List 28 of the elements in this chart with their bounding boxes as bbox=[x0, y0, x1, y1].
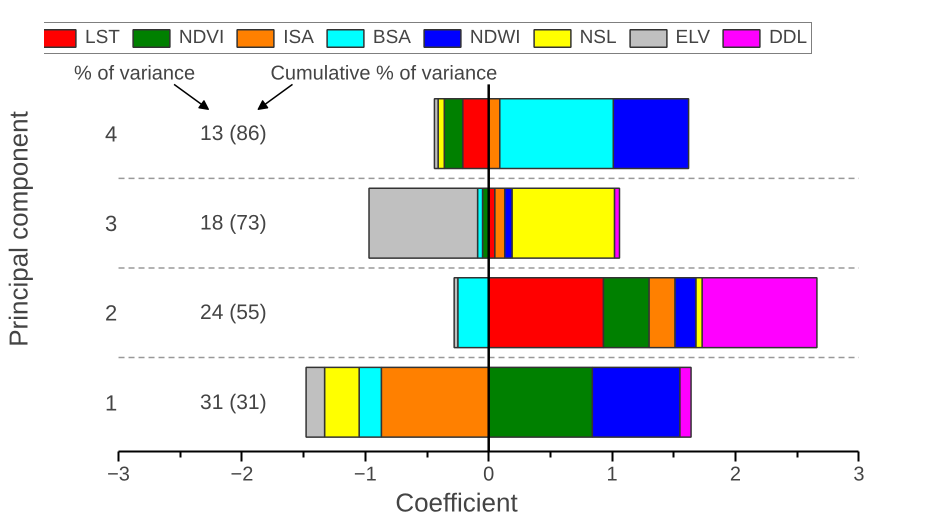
x-tick-label: 2 bbox=[730, 464, 742, 486]
y-tick-label: 2 bbox=[105, 300, 118, 326]
x-tick-label: 0 bbox=[483, 464, 494, 486]
annotation: 24 (55) bbox=[200, 301, 267, 324]
x-tick-label: 1 bbox=[606, 464, 618, 486]
x-tick-label: 3 bbox=[853, 464, 864, 486]
annotation: % of variance bbox=[74, 62, 196, 85]
legend-label: NSL bbox=[580, 27, 617, 49]
legend-label: NDWI bbox=[470, 27, 521, 49]
x-tick-label: −1 bbox=[354, 464, 377, 486]
annotation: Cumulative % of variance bbox=[270, 62, 498, 85]
legend-label: ELV bbox=[676, 27, 710, 49]
x-tick-label: −3 bbox=[107, 464, 130, 486]
legend-label: LST bbox=[85, 27, 120, 49]
bar bbox=[457, 277, 490, 348]
legend-label: ISA bbox=[283, 27, 314, 49]
legend-label: NDVI bbox=[178, 27, 224, 49]
annotation: 31 (31) bbox=[200, 390, 267, 414]
annotation: 13 (86) bbox=[200, 122, 267, 146]
legend-label: BSA bbox=[372, 27, 411, 49]
y-tick-label: 3 bbox=[105, 211, 118, 236]
x-axis-title: Coefficient bbox=[395, 488, 518, 518]
y-tick-label: 4 bbox=[105, 122, 118, 147]
legend-label: DDL bbox=[769, 27, 808, 49]
y-axis-title: Principal component bbox=[4, 110, 34, 347]
y-tick-label: 1 bbox=[105, 390, 118, 416]
x-tick-label: −2 bbox=[230, 464, 254, 486]
annotation: 18 (73) bbox=[200, 212, 267, 235]
